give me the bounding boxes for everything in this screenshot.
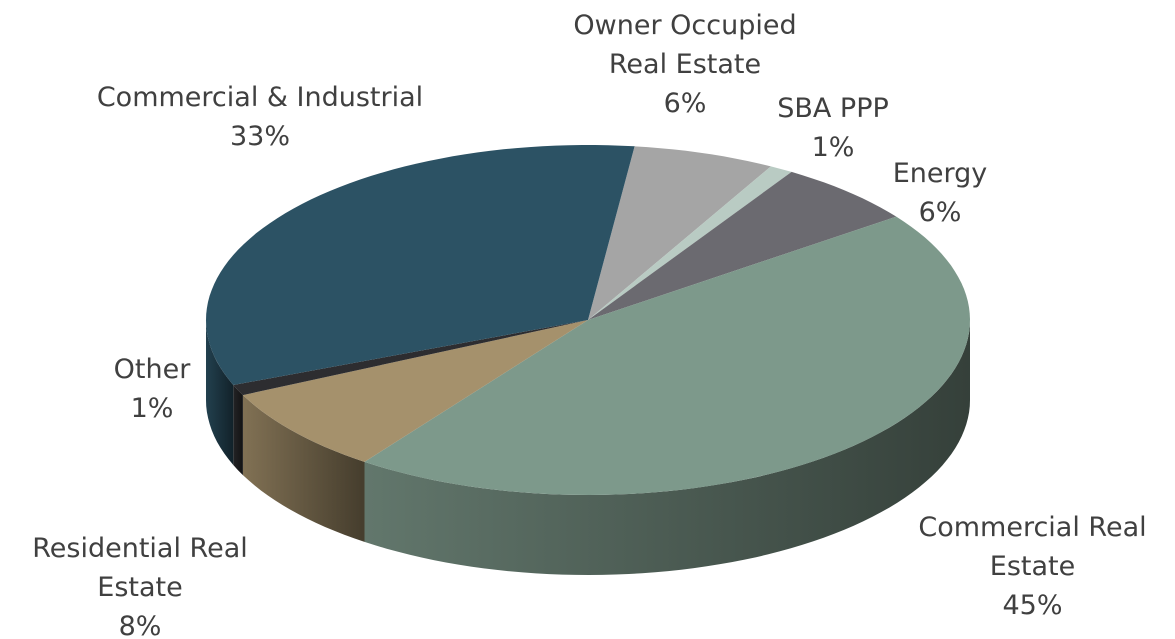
data-label: Residential Real Estate 8%	[0, 529, 280, 639]
category-label: Owner Occupied Real Estate	[573, 10, 797, 80]
pie-slice	[242, 320, 588, 462]
pie-slice	[588, 146, 771, 320]
category-label: Commercial & Industrial	[96, 82, 424, 113]
value-label: 6%	[663, 88, 707, 119]
value-label: 1%	[811, 132, 855, 163]
value-label: 8%	[118, 611, 162, 639]
pie-slice-side	[242, 395, 365, 542]
data-label: Owner Occupied Real Estate 6%	[565, 6, 805, 123]
pie-slice	[588, 166, 792, 320]
category-label: Energy	[892, 158, 988, 189]
pie-slice	[364, 216, 970, 495]
pie-slice-side	[364, 320, 970, 575]
pie-slice	[206, 145, 635, 385]
value-label: 1%	[130, 393, 174, 424]
pie-slice	[588, 171, 897, 320]
pie-slice-side	[206, 320, 234, 465]
data-label: SBA PPP 1%	[723, 89, 943, 167]
value-label: 45%	[1002, 590, 1063, 621]
data-label: Energy 6%	[830, 154, 1050, 232]
pie-slice	[233, 320, 589, 396]
data-label: Commercial Real Estate 45%	[880, 508, 1175, 625]
data-label: Other 1%	[82, 350, 222, 428]
category-label: Commercial Real Estate	[918, 512, 1147, 582]
value-label: 6%	[918, 197, 962, 228]
value-label: 33%	[229, 121, 290, 152]
pie-slice-side	[233, 385, 243, 476]
category-label: Other	[113, 354, 191, 385]
category-label: Residential Real Estate	[32, 533, 248, 603]
data-label: Commercial & Industrial 33%	[20, 78, 500, 156]
category-label: SBA PPP	[777, 93, 889, 124]
